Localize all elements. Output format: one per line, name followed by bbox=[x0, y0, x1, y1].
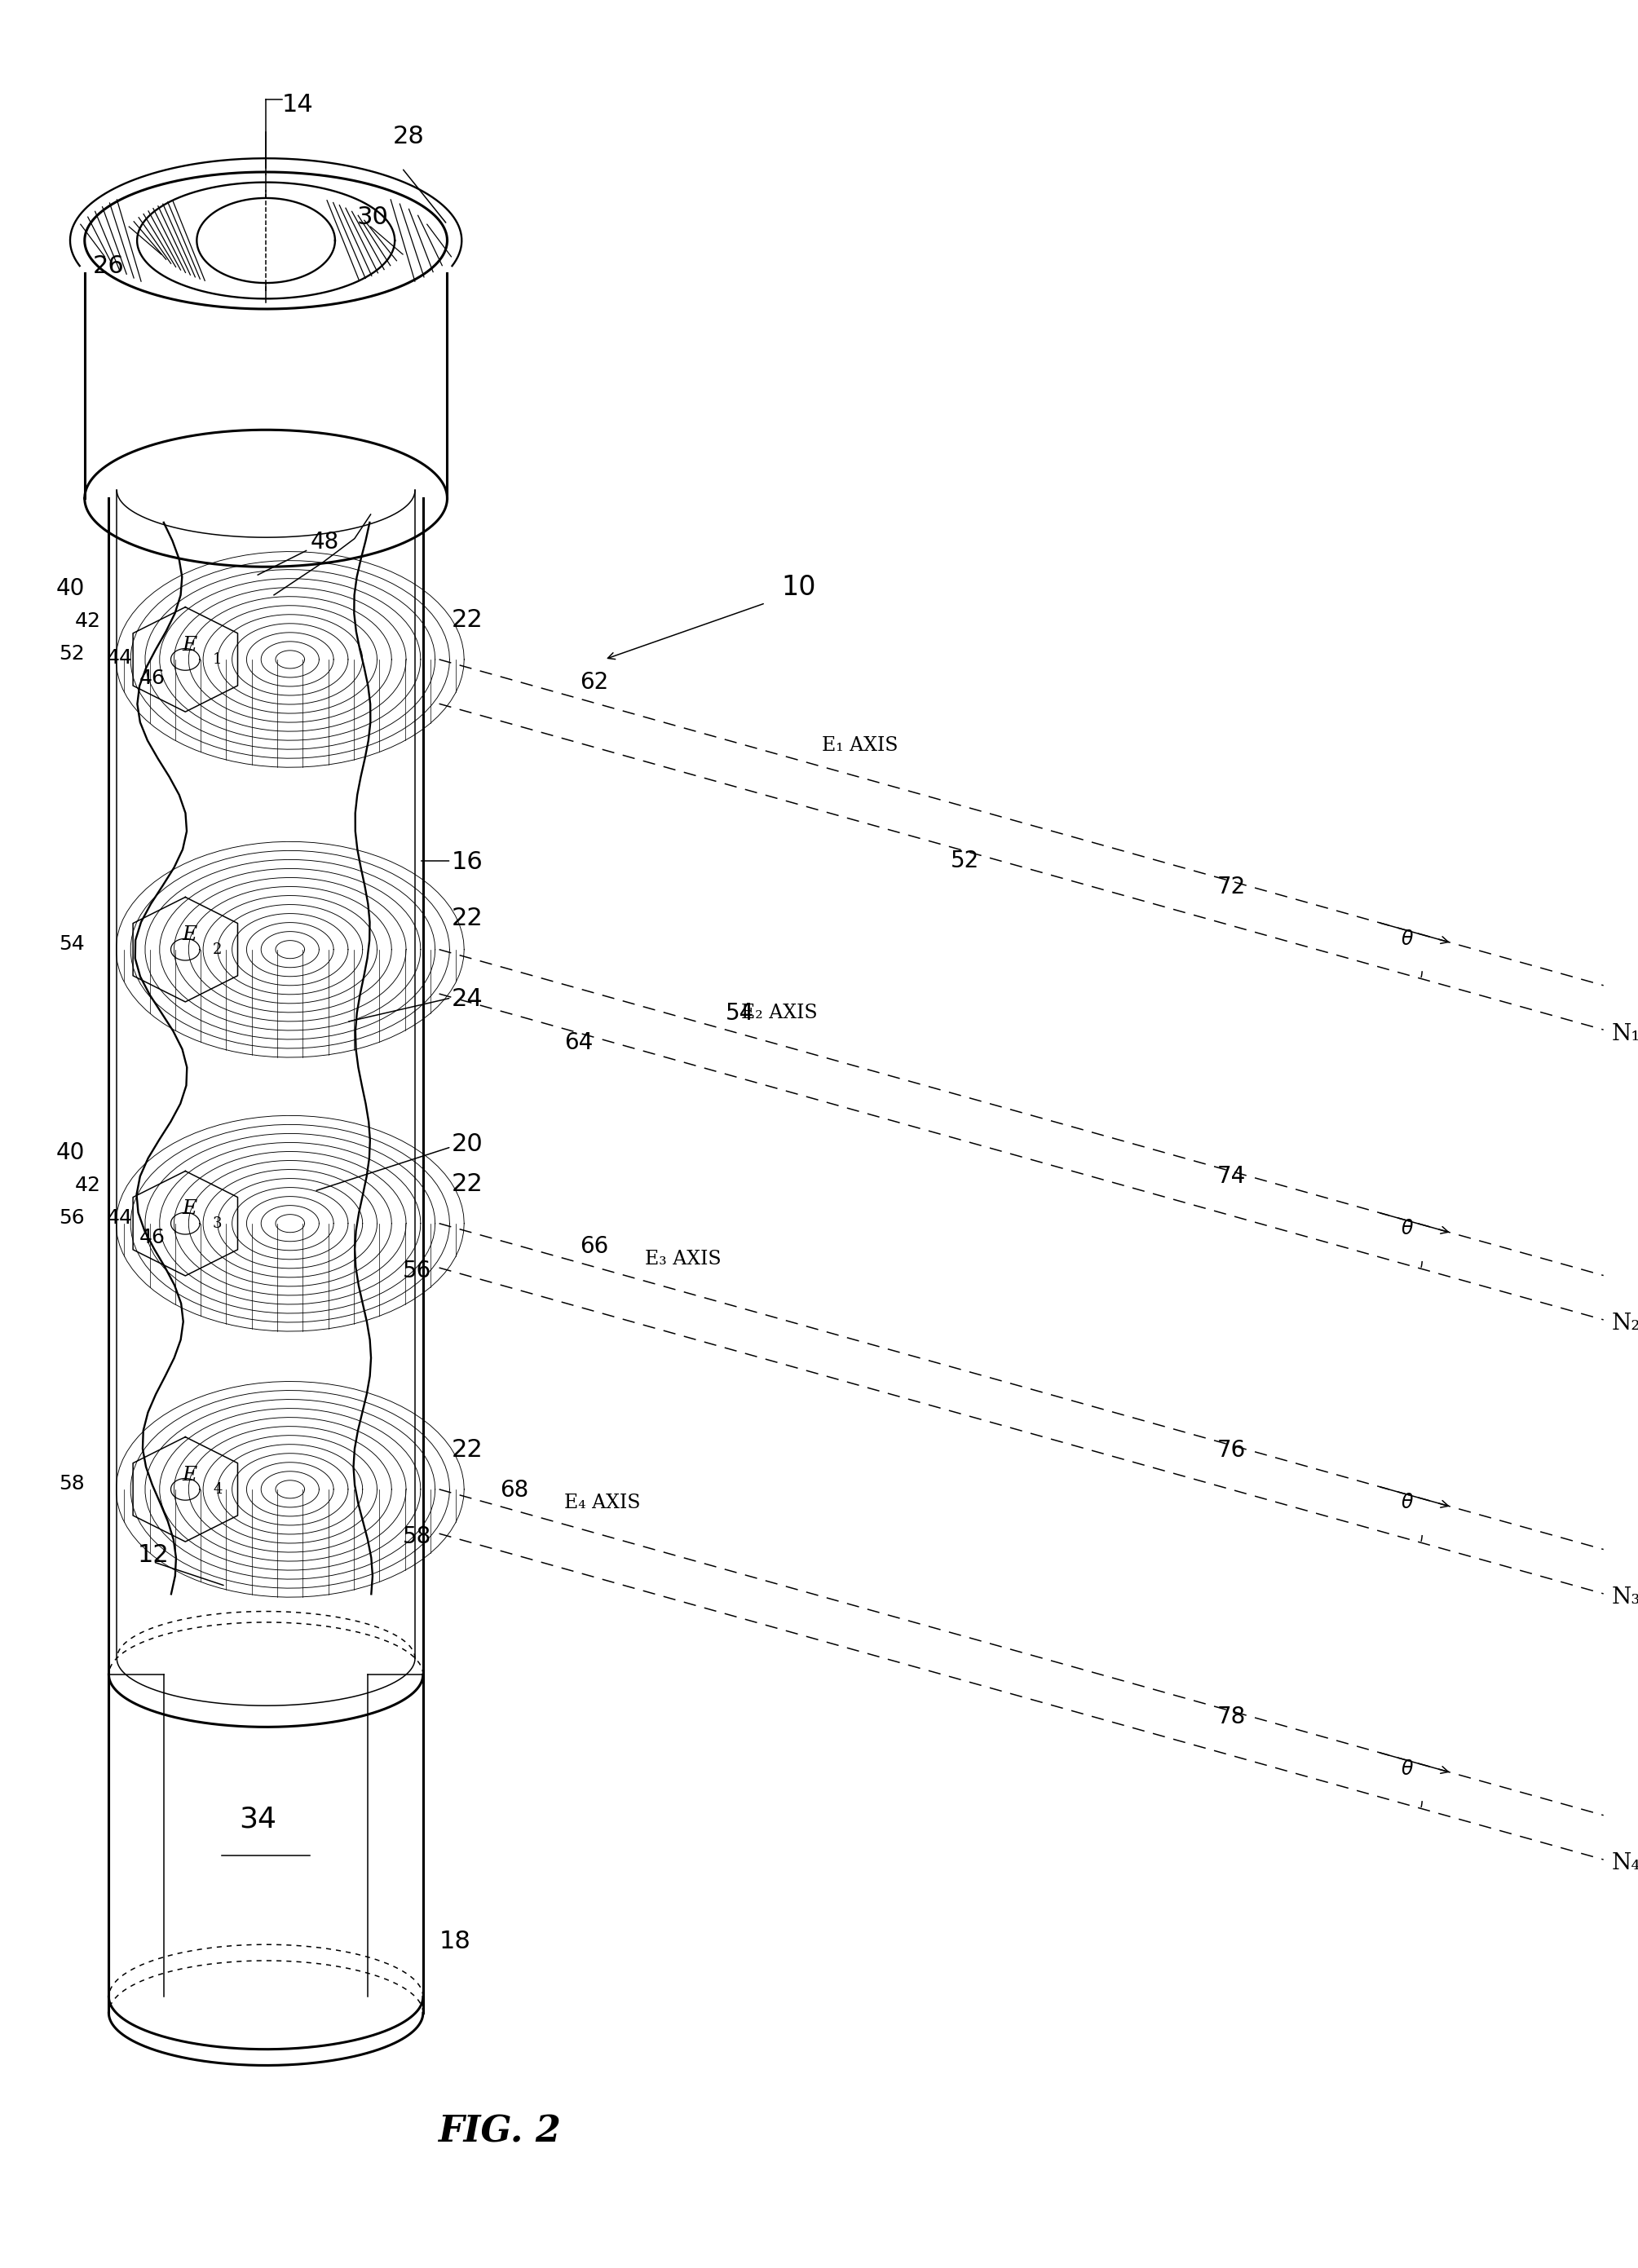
Text: E₂ AXIS: E₂ AXIS bbox=[742, 1002, 817, 1023]
Text: 4: 4 bbox=[213, 1481, 223, 1497]
Text: 40: 40 bbox=[56, 1141, 85, 1163]
Text: 76: 76 bbox=[1217, 1440, 1245, 1463]
Text: N₁: N₁ bbox=[1612, 1023, 1638, 1046]
Text: 54: 54 bbox=[726, 1002, 753, 1025]
Text: 14: 14 bbox=[282, 93, 313, 116]
Text: 26: 26 bbox=[93, 254, 124, 277]
Text: 58: 58 bbox=[59, 1474, 85, 1492]
Text: 52: 52 bbox=[950, 848, 980, 873]
Text: 66: 66 bbox=[580, 1236, 609, 1259]
Text: N₂: N₂ bbox=[1612, 1313, 1638, 1336]
Text: 22: 22 bbox=[450, 1173, 483, 1195]
Text: 2: 2 bbox=[213, 941, 223, 957]
Text: E: E bbox=[182, 1200, 197, 1218]
Text: 22: 22 bbox=[450, 608, 483, 633]
Text: 54: 54 bbox=[59, 934, 85, 953]
Text: $\theta$: $\theta$ bbox=[1400, 1495, 1414, 1513]
Text: 52: 52 bbox=[59, 644, 85, 665]
Text: 22: 22 bbox=[450, 1438, 483, 1463]
Text: E: E bbox=[182, 635, 197, 655]
Text: E₄ AXIS: E₄ AXIS bbox=[563, 1492, 640, 1513]
Text: 22: 22 bbox=[450, 907, 483, 930]
Text: 44: 44 bbox=[106, 649, 133, 667]
Text: 20: 20 bbox=[450, 1132, 483, 1157]
Text: 42: 42 bbox=[75, 612, 100, 631]
Text: E: E bbox=[182, 925, 197, 943]
Text: 72: 72 bbox=[1217, 875, 1245, 898]
Text: 30: 30 bbox=[357, 206, 388, 229]
Text: 68: 68 bbox=[500, 1479, 529, 1501]
Text: 12: 12 bbox=[138, 1542, 169, 1567]
Text: 34: 34 bbox=[239, 1805, 277, 1833]
Text: 10: 10 bbox=[781, 574, 816, 601]
Text: N₃: N₃ bbox=[1612, 1588, 1638, 1608]
Text: $\theta$: $\theta$ bbox=[1400, 930, 1414, 948]
Text: E₃ AXIS: E₃ AXIS bbox=[645, 1250, 721, 1268]
Text: N₄: N₄ bbox=[1612, 1853, 1638, 1876]
Text: E: E bbox=[182, 1465, 197, 1483]
Text: E₁ AXIS: E₁ AXIS bbox=[822, 735, 898, 755]
Text: $\theta$: $\theta$ bbox=[1400, 1760, 1414, 1778]
Text: 3: 3 bbox=[213, 1216, 223, 1232]
Text: 42: 42 bbox=[75, 1175, 100, 1195]
Text: 56: 56 bbox=[403, 1259, 432, 1284]
Text: 62: 62 bbox=[580, 671, 609, 694]
Text: 16: 16 bbox=[450, 850, 483, 873]
Text: 28: 28 bbox=[393, 125, 424, 150]
Text: 58: 58 bbox=[403, 1526, 432, 1549]
Text: $\theta$: $\theta$ bbox=[1400, 1220, 1414, 1238]
Text: 64: 64 bbox=[563, 1032, 593, 1055]
Text: 1: 1 bbox=[213, 653, 223, 667]
Text: 46: 46 bbox=[139, 1227, 165, 1247]
Text: 56: 56 bbox=[59, 1209, 85, 1227]
Text: 74: 74 bbox=[1217, 1166, 1245, 1188]
Text: 46: 46 bbox=[139, 669, 165, 687]
Text: 44: 44 bbox=[106, 1209, 133, 1227]
Text: 18: 18 bbox=[439, 1930, 470, 1953]
Text: FIG. 2: FIG. 2 bbox=[437, 2114, 562, 2150]
Text: 40: 40 bbox=[56, 576, 85, 601]
Text: 24: 24 bbox=[450, 987, 483, 1012]
Text: 48: 48 bbox=[310, 531, 339, 553]
Text: 78: 78 bbox=[1217, 1706, 1245, 1728]
